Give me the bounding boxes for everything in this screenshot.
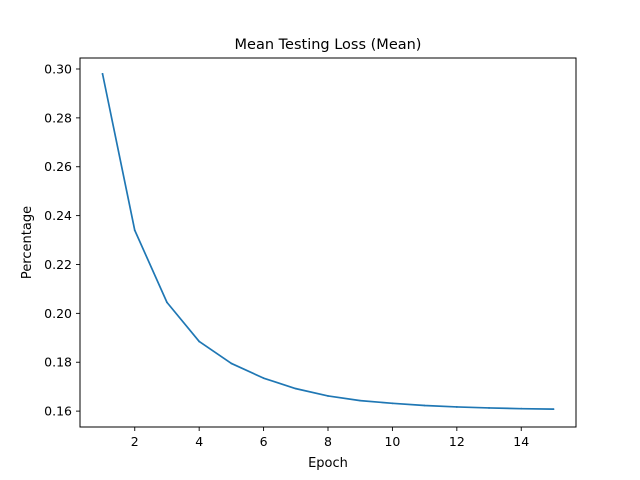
- x-tick-label: 14: [513, 434, 529, 449]
- y-tick-label: 0.18: [44, 355, 72, 370]
- plot-area: [79, 57, 577, 428]
- data-point: [552, 408, 555, 411]
- data-point: [488, 407, 490, 409]
- y-tick-label: 0.30: [44, 61, 72, 76]
- axes-frame: [79, 57, 577, 428]
- data-point: [423, 404, 426, 407]
- y-tick-label: 0.22: [44, 257, 72, 272]
- x-tick-label: 6: [260, 434, 268, 449]
- y-tick-label: 0.26: [44, 159, 72, 174]
- data-point: [166, 301, 168, 304]
- data-point: [198, 340, 201, 343]
- data-point: [294, 387, 297, 390]
- data-point: [455, 406, 458, 408]
- x-tick-label: 2: [131, 434, 139, 449]
- data-point: [359, 399, 362, 402]
- data-point: [101, 72, 104, 75]
- y-tick-label: 0.24: [44, 208, 72, 223]
- data-point: [262, 377, 265, 380]
- y-axis-ticks: 0.16 0.18 0.20 0.22 0.24 0.26 0.28 0.30: [44, 61, 80, 419]
- x-axis-ticks: 2 4 6 8 10 12 14: [131, 427, 529, 449]
- data-point: [327, 395, 329, 397]
- data-point: [520, 407, 523, 410]
- data-point: [133, 229, 136, 232]
- x-tick-label: 10: [384, 434, 400, 449]
- x-tick-label: 12: [449, 434, 465, 449]
- data-point: [391, 402, 394, 405]
- chart-title: Mean Testing Loss (Mean): [235, 37, 422, 53]
- series-layer: [101, 72, 555, 411]
- x-tick-label: 8: [324, 434, 332, 449]
- data-point: [230, 362, 233, 365]
- x-tick-label: 4: [195, 434, 203, 449]
- series-line: [101, 73, 555, 411]
- y-tick-label: 0.16: [44, 404, 72, 419]
- y-axis-label: Percentage: [20, 206, 35, 279]
- y-tick-label: 0.28: [44, 110, 72, 125]
- y-tick-label: 0.20: [44, 306, 72, 321]
- x-axis-label: Epoch: [308, 456, 348, 471]
